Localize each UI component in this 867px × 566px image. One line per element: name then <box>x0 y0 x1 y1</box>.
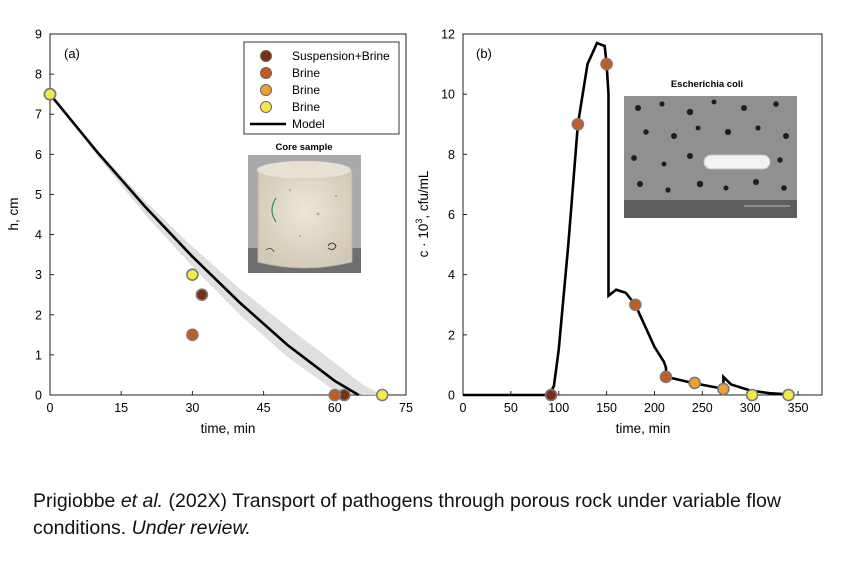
y-tick-label: 8 <box>35 68 42 82</box>
data-point <box>629 298 642 312</box>
panel-a-y-axis-label: h, cm <box>6 197 21 230</box>
panel-b-x-axis-label: time, min <box>616 421 671 436</box>
x-tick-label: 150 <box>596 401 617 415</box>
x-tick-label: 0 <box>47 401 54 415</box>
data-point <box>600 57 613 71</box>
x-tick-label: 15 <box>114 401 128 415</box>
x-tick-label: 100 <box>548 401 569 415</box>
x-tick-label: 350 <box>788 401 809 415</box>
x-tick-label: 300 <box>740 401 761 415</box>
legend-marker-brine-3 <box>260 101 272 113</box>
ecoli-inset: Escherichia coli <box>624 79 797 218</box>
y-tick-label: 6 <box>35 148 42 162</box>
caption-status: Under review. <box>131 517 251 539</box>
x-tick-label: 0 <box>460 401 467 415</box>
legend-marker-brine-2 <box>260 84 272 96</box>
panel-a-x-ticks: 0 15 30 45 60 75 <box>47 391 413 415</box>
data-point <box>782 388 795 402</box>
y-tick-label: 4 <box>35 228 42 242</box>
legend-marker-brine-1 <box>260 67 272 79</box>
core-sample-title: Core sample <box>275 142 332 153</box>
data-point-series-0 <box>195 288 209 302</box>
x-tick-label: 45 <box>257 401 271 415</box>
panel-a-legend: Suspension+Brine Brine Brine Brine Model <box>243 41 400 135</box>
x-tick-label: 60 <box>328 401 342 415</box>
caption-text: (202X) Transport of pathogens through po… <box>33 490 781 539</box>
panel-a-y-ticks: 0 1 2 3 4 5 6 7 8 9 <box>35 28 54 403</box>
data-point <box>659 370 673 384</box>
ecoli-title: Escherichia coli <box>671 79 743 90</box>
data-point-series-1 <box>328 388 342 402</box>
y-tick-label: 0 <box>35 389 42 403</box>
y-tick-label: 9 <box>35 28 42 42</box>
ecoli-bacterium <box>703 154 771 170</box>
data-point <box>745 388 759 402</box>
y-tick-label: 10 <box>441 88 455 102</box>
panel-a-data-points <box>43 87 389 402</box>
x-tick-label: 50 <box>504 401 518 415</box>
data-point <box>717 382 730 396</box>
x-tick-label: 75 <box>399 401 413 415</box>
y-tick-label: 4 <box>448 268 455 282</box>
panel-b-label: (b) <box>476 46 492 61</box>
legend-marker-suspension-brine <box>260 50 272 62</box>
legend-label-brine-2: Brine <box>292 83 320 97</box>
caption-author: Prigiobbe <box>33 490 116 512</box>
legend-label-brine-3: Brine <box>292 100 320 114</box>
legend-label-suspension-brine: Suspension+Brine <box>292 49 390 63</box>
x-tick-label: 250 <box>692 401 713 415</box>
model-curve <box>48 93 360 397</box>
data-point-series-3 <box>186 268 199 281</box>
x-tick-label: 200 <box>644 401 665 415</box>
legend-label-model: Model <box>292 117 325 131</box>
panel-b-data-points <box>544 57 795 402</box>
data-point <box>571 117 585 131</box>
y-tick-label: 12 <box>441 28 455 42</box>
y-tick-label: 2 <box>448 328 455 342</box>
data-point <box>544 388 558 402</box>
core-sample-inset: Core sample <box>248 142 361 273</box>
panel-a-label: (a) <box>64 46 80 61</box>
y-tick-label: 1 <box>35 348 42 362</box>
y-tick-label: 2 <box>35 308 42 322</box>
y-tick-label: 5 <box>35 188 42 202</box>
data-point <box>688 376 701 390</box>
panel-b-x-ticks: 0 50 100 150 200 250 300 350 <box>460 391 809 415</box>
caption-etal: et al. <box>120 490 164 512</box>
core-sample-photo <box>257 163 353 269</box>
y-tick-label: 7 <box>35 108 42 122</box>
y-tick-label: 8 <box>448 148 455 162</box>
y-tick-label: 0 <box>448 389 455 403</box>
y-tick-label: 3 <box>35 268 42 282</box>
data-point-series-3 <box>375 388 389 402</box>
data-point-series-3 <box>43 87 57 101</box>
y-tick-label: 6 <box>448 208 455 222</box>
x-tick-label: 30 <box>185 401 199 415</box>
legend-label-brine-1: Brine <box>292 66 320 80</box>
data-point-series-1 <box>186 328 199 342</box>
panel-b: 0 50 100 150 200 250 300 350 0 2 4 6 8 10 12 (b) time… <box>414 28 823 436</box>
panel-b-y-axis-label: c · 103, cfu/mL <box>414 170 431 257</box>
panel-b-y-ticks: 0 2 4 6 8 10 12 <box>441 28 467 403</box>
panel-a-x-axis-label: time, min <box>201 421 256 436</box>
figure-caption: Prigiobbe et al. (202X) Transport of pat… <box>33 488 833 542</box>
